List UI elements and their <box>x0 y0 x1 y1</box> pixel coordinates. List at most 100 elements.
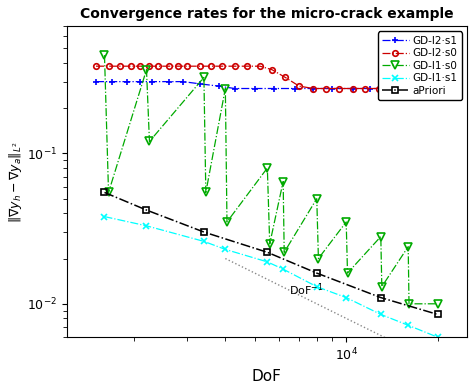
aPriori <box>378 295 383 300</box>
GD-l2·s0 <box>283 75 288 80</box>
GD-l1·s0 <box>314 196 319 201</box>
GD-l1·s0 <box>201 75 207 80</box>
GD-l2·s0 <box>184 64 190 68</box>
aPriori <box>264 250 270 255</box>
GD-l2·s0 <box>296 84 302 88</box>
GD-l2·s1 <box>405 86 411 91</box>
GD-l1·s0 <box>106 190 111 195</box>
GD-l2·s1 <box>93 79 99 84</box>
aPriori <box>314 271 319 275</box>
Line: GD-l2·s0: GD-l2·s0 <box>93 63 447 91</box>
GD-l2·s0 <box>269 67 275 72</box>
GD-l2·s0 <box>257 64 263 68</box>
GD-l2·s0 <box>362 86 367 91</box>
GD-l2·s0 <box>428 86 434 91</box>
GD-l1·s0 <box>378 234 383 239</box>
GD-l2·s0 <box>337 86 342 91</box>
GD-l2·s1 <box>310 86 316 91</box>
GD-l2·s0 <box>106 64 111 68</box>
GD-l2·s1 <box>447 86 453 91</box>
GD-l1·s0 <box>282 250 287 255</box>
GD-l1·s1 <box>201 239 207 244</box>
GD-l2·s0 <box>388 86 393 91</box>
GD-l2·s0 <box>441 86 447 91</box>
GD-l2·s1 <box>252 86 257 91</box>
GD-l1·s1 <box>101 214 107 219</box>
GD-l2·s0 <box>401 86 407 91</box>
GD-l2·s1 <box>166 79 172 84</box>
GD-l1·s1 <box>264 260 270 264</box>
GD-l1·s0 <box>224 220 230 224</box>
GD-l1·s0 <box>264 166 270 170</box>
GD-l1·s0 <box>203 190 209 195</box>
GD-l1·s1 <box>222 247 228 252</box>
GD-l2·s1 <box>216 84 221 88</box>
aPriori <box>435 312 440 317</box>
GD-l1·s1 <box>144 224 149 228</box>
GD-l1·s1 <box>280 267 286 271</box>
GD-l1·s0 <box>379 284 385 289</box>
GD-l2·s0 <box>93 64 99 68</box>
GD-l1·s0 <box>406 301 412 306</box>
aPriori <box>101 190 107 195</box>
GD-l2·s1 <box>109 79 115 84</box>
GD-l2·s0 <box>155 64 161 68</box>
Line: GD-l1·s1: GD-l1·s1 <box>101 213 441 341</box>
GD-l2·s0 <box>350 86 356 91</box>
GD-l2·s0 <box>197 64 203 68</box>
GD-l2·s1 <box>180 79 186 84</box>
GD-l2·s0 <box>413 86 419 91</box>
GD-l1·s0 <box>101 53 107 57</box>
GD-l2·s1 <box>329 86 335 91</box>
GD-l2·s1 <box>232 86 238 91</box>
GD-l1·s0 <box>405 244 411 249</box>
Y-axis label: $\|\nabla y_h - \nabla y_a\|_{L^2}$: $\|\nabla y_h - \nabla y_a\|_{L^2}$ <box>7 141 24 222</box>
GD-l1·s1 <box>343 295 349 300</box>
Text: DoF$^{-1}$: DoF$^{-1}$ <box>290 282 324 298</box>
GD-l1·s0 <box>146 139 152 144</box>
GD-l2·s1 <box>149 79 155 84</box>
GD-l2·s0 <box>209 64 214 68</box>
GD-l1·s0 <box>345 271 350 275</box>
GD-l2·s1 <box>367 86 373 91</box>
Line: aPriori: aPriori <box>101 189 441 318</box>
GD-l2·s0 <box>166 64 172 68</box>
Legend: GD-l2·s1, GD-l2·s0, GD-l1·s0, GD-l1·s1, aPriori: GD-l2·s1, GD-l2·s0, GD-l1·s0, GD-l1·s1, … <box>378 32 462 100</box>
GD-l2·s1 <box>124 79 130 84</box>
GD-l2·s1 <box>197 81 203 86</box>
aPriori <box>201 230 207 234</box>
GD-l2·s0 <box>175 64 181 68</box>
GD-l1·s1 <box>314 284 319 289</box>
GD-l1·s1 <box>405 323 411 328</box>
GD-l2·s0 <box>376 86 382 91</box>
GD-l1·s0 <box>144 67 149 72</box>
GD-l2·s1 <box>428 86 434 91</box>
GD-l2·s0 <box>137 64 143 68</box>
GD-l2·s0 <box>323 86 329 91</box>
GD-l2·s0 <box>232 64 238 68</box>
GD-l1·s0 <box>316 256 321 261</box>
GD-l1·s1 <box>435 335 440 339</box>
X-axis label: DoF: DoF <box>252 369 282 384</box>
Line: GD-l1·s0: GD-l1·s0 <box>100 51 442 308</box>
GD-l1·s0 <box>343 220 349 224</box>
GD-l1·s1 <box>378 312 383 317</box>
GD-l2·s0 <box>146 64 152 68</box>
GD-l2·s1 <box>272 86 277 91</box>
GD-l2·s0 <box>128 64 133 68</box>
GD-l2·s0 <box>219 64 225 68</box>
GD-l2·s0 <box>310 86 316 91</box>
GD-l2·s1 <box>388 86 393 91</box>
GD-l2·s1 <box>292 86 298 91</box>
aPriori <box>144 208 149 212</box>
GD-l1·s0 <box>435 301 440 306</box>
GD-l1·s0 <box>222 86 228 91</box>
GD-l2·s0 <box>244 64 249 68</box>
GD-l2·s1 <box>350 86 356 91</box>
GD-l1·s0 <box>280 179 286 184</box>
GD-l2·s0 <box>117 64 123 68</box>
GD-l2·s1 <box>137 79 143 84</box>
Title: Convergence rates for the micro-crack example: Convergence rates for the micro-crack ex… <box>80 7 454 21</box>
Line: GD-l2·s1: GD-l2·s1 <box>92 78 454 92</box>
GD-l1·s0 <box>267 242 273 246</box>
